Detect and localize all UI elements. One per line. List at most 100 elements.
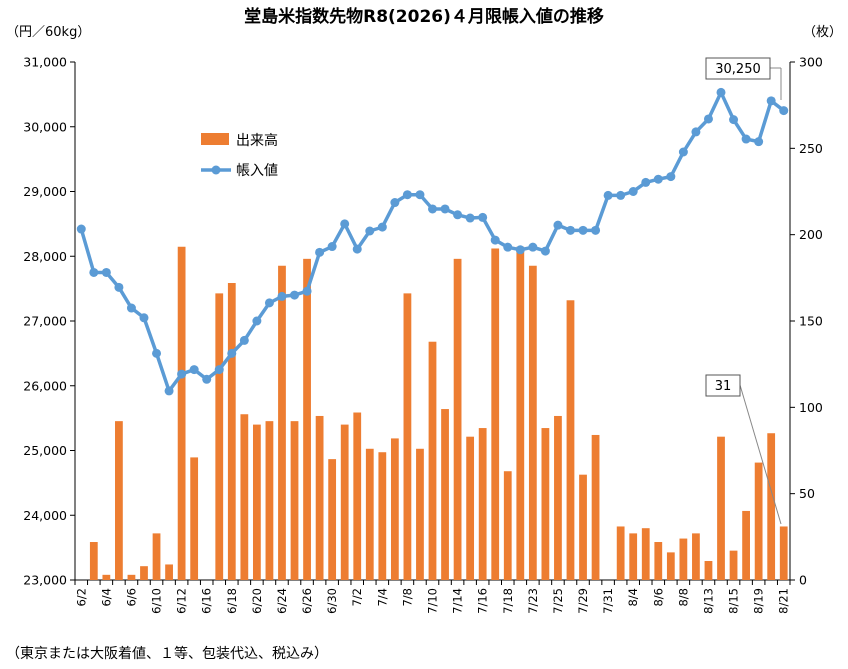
bar-6-3 [89, 542, 98, 580]
x-tick-label: 7/29 [576, 588, 590, 614]
bar-6-9 [140, 566, 148, 580]
price-point-6-19 [239, 335, 249, 345]
price-point-7-3 [365, 226, 375, 236]
price-point-7-14 [453, 210, 463, 220]
left-tick-label: 28,000 [23, 249, 67, 264]
price-point-7-8 [402, 190, 412, 200]
left-tick-label: 29,000 [23, 184, 67, 199]
left-tick-label: 27,000 [23, 314, 67, 329]
bar-6-10 [152, 533, 161, 580]
bar-7-24 [541, 428, 550, 580]
price-point-7-22 [515, 245, 525, 255]
price-point-8-4 [628, 187, 638, 196]
price-point-7-28 [565, 225, 575, 235]
legend-label-price: 帳入値 [236, 163, 278, 179]
right-tick-label: 250 [799, 141, 823, 156]
bar-7-8 [403, 293, 412, 580]
price-point-6-25 [290, 290, 300, 300]
x-tick-label: 7/25 [551, 588, 565, 614]
right-tick-label: 150 [799, 314, 823, 329]
x-tick-label: 8/21 [777, 588, 791, 614]
x-tick-label: 8/13 [701, 588, 715, 614]
right-tick-label: 50 [799, 486, 815, 501]
price-point-8-6 [653, 174, 663, 184]
price-point-8-1 [616, 190, 626, 200]
bar-6-30 [328, 459, 337, 580]
bar-7-18 [503, 471, 512, 580]
bar-7-11 [441, 409, 449, 580]
price-point-7-7 [390, 198, 400, 208]
callout-last-volume-leader [739, 384, 782, 525]
bar-7-17 [491, 248, 500, 581]
price-point-6-9 [139, 313, 149, 323]
bar-series-layer [89, 246, 788, 581]
left-tick-label: 31,000 [23, 55, 67, 70]
bar-7-4 [378, 452, 387, 580]
x-tick-label: 7/4 [375, 588, 389, 607]
bar-8-18 [742, 510, 750, 580]
price-point-7-10 [428, 204, 437, 214]
x-tick-label: 6/30 [325, 588, 339, 614]
bar-7-1 [340, 424, 349, 580]
x-tick-label: 7/10 [426, 588, 440, 614]
bar-8-7 [666, 552, 675, 580]
price-point-7-4 [377, 222, 387, 232]
bar-8-5 [641, 528, 650, 580]
price-point-7-29 [578, 225, 588, 235]
bar-7-16 [478, 428, 487, 580]
bar-7-3 [365, 448, 374, 580]
right-axis-unit: （枚） [803, 25, 842, 40]
right-tick-label: 200 [799, 227, 823, 242]
bar-6-6 [127, 574, 136, 580]
x-tick-label: 6/24 [275, 588, 289, 614]
bar-7-9 [416, 448, 424, 580]
bar-6-18 [227, 283, 236, 580]
left-tick-label: 25,000 [23, 443, 67, 458]
x-tick-label: 7/8 [400, 588, 414, 607]
callout-last-price: 30,250 [705, 57, 782, 100]
bar-8-21 [779, 526, 788, 580]
bar-6-20 [252, 424, 261, 580]
bar-8-19 [754, 462, 763, 580]
bar-6-24 [278, 265, 286, 580]
x-tick-label: 6/2 [74, 588, 88, 607]
bar-7-15 [466, 436, 475, 580]
x-tick-label: 6/12 [175, 588, 189, 614]
bar-7-29 [579, 474, 587, 580]
price-point-8-12 [691, 127, 701, 137]
bar-6-4 [102, 574, 111, 580]
bar-6-19 [240, 414, 249, 580]
price-point-7-9 [415, 190, 425, 200]
price-point-7-24 [540, 246, 550, 256]
bar-7-23 [528, 265, 537, 580]
price-point-7-23 [528, 242, 538, 252]
bar-6-13 [190, 457, 199, 580]
bar-8-4 [629, 533, 638, 580]
price-point-8-18 [741, 134, 751, 144]
right-tick-label: 0 [799, 573, 807, 588]
price-point-8-7 [666, 172, 676, 182]
price-point-6-27 [315, 247, 325, 257]
right-tick-label: 300 [799, 55, 823, 70]
bar-7-14 [453, 258, 462, 580]
price-point-7-31 [603, 190, 613, 200]
bar-6-27 [315, 415, 324, 580]
bar-6-5 [115, 421, 123, 580]
price-point-8-21 [779, 106, 789, 116]
left-axis-unit: （円／60kg） [6, 25, 90, 40]
x-tick-label: 6/10 [150, 588, 164, 614]
bar-8-8 [679, 538, 688, 580]
chart-title: 堂島米指数先物R8(2026)４月限帳入値の推移 [244, 6, 604, 27]
axis-ticks-layer: 23,000 24,000 25,000 26,000 27,000 28,000 29,0… [23, 55, 823, 614]
x-tick-label: 7/31 [601, 588, 615, 614]
price-point-7-17 [490, 235, 500, 245]
price-point-6-5 [114, 282, 124, 292]
price-point-6-30 [327, 242, 337, 252]
price-point-8-20 [766, 96, 776, 106]
price-point-6-13 [189, 365, 199, 375]
price-point-6-2 [76, 224, 86, 234]
bar-7-28 [566, 300, 575, 580]
price-point-6-26 [302, 286, 312, 296]
callout-last-price-text: 30,250 [715, 62, 761, 77]
bar-8-15 [729, 550, 738, 580]
